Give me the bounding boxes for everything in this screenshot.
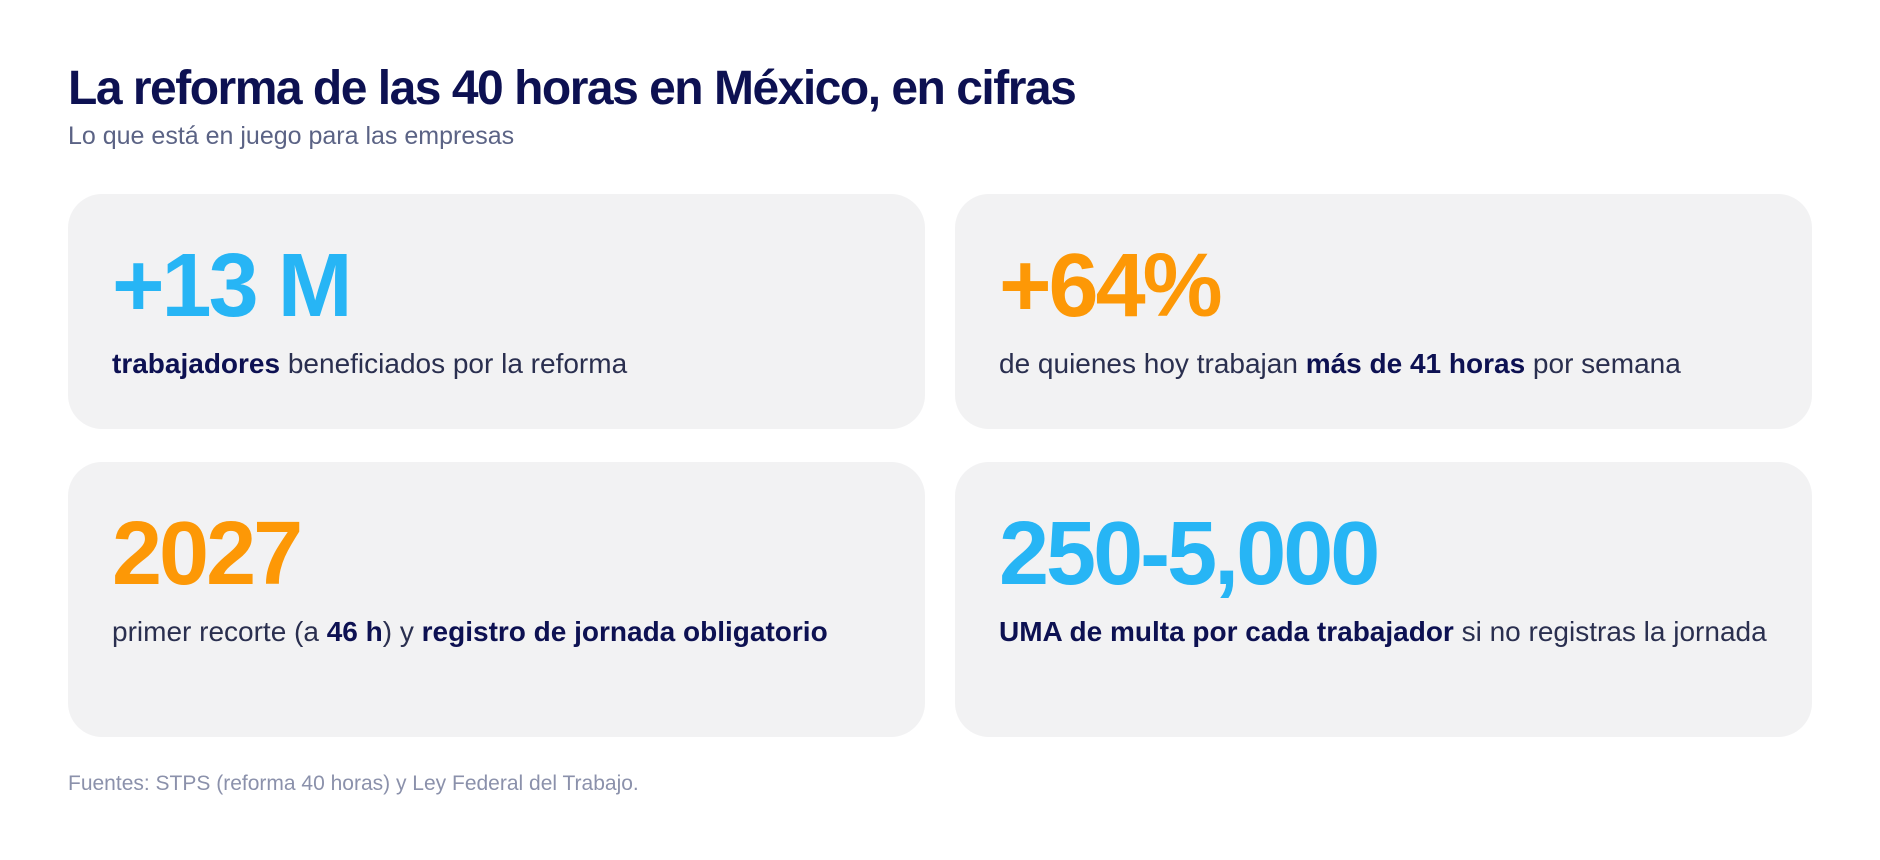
desc-part: primer recorte (a (112, 616, 327, 647)
desc-part: más de 41 horas (1305, 348, 1526, 379)
stat-card-overtime: +64% de quienes hoy trabajan más de 41 h… (955, 194, 1812, 429)
page-subtitle: Lo que está en juego para las empresas (68, 122, 515, 150)
desc-part: de quienes hoy trabajan (999, 348, 1306, 379)
desc-part: por semana (1525, 348, 1681, 379)
stat-card-year: 2027 primer recorte (a 46 h) y registro … (68, 462, 925, 737)
stat-value: 2027 (112, 504, 303, 604)
stats-grid: +13 M trabajadores beneficiados por la r… (68, 194, 1812, 737)
desc-part: UMA de multa por cada trabajador (999, 616, 1454, 647)
desc-part: si no registras la jornada (1453, 616, 1767, 647)
stat-description: UMA de multa por cada trabajador si no r… (999, 612, 1768, 652)
page-title: La reforma de las 40 horas en México, en… (68, 62, 1077, 115)
desc-part: registro de jornada obligatorio (421, 616, 828, 647)
desc-part: ) y (382, 616, 422, 647)
desc-part: trabajadores (112, 348, 281, 379)
stat-card-workers: +13 M trabajadores beneficiados por la r… (68, 194, 925, 429)
stat-value: 250-5,000 (999, 504, 1380, 604)
sources-footnote: Fuentes: STPS (reforma 40 horas) y Ley F… (68, 772, 639, 795)
desc-part: 46 h (326, 616, 383, 647)
stat-description: de quienes hoy trabajan más de 41 horas … (999, 344, 1768, 384)
stat-value: +64% (999, 236, 1223, 336)
stat-description: primer recorte (a 46 h) y registro de jo… (112, 612, 881, 652)
infographic: La reforma de las 40 horas en México, en… (68, 60, 1812, 795)
desc-part: beneficiados por la reforma (280, 348, 628, 379)
stat-value: +13 M (112, 236, 353, 336)
stat-card-fine: 250-5,000 UMA de multa por cada trabajad… (955, 462, 1812, 737)
stat-description: trabajadores beneficiados por la reforma (112, 344, 881, 384)
